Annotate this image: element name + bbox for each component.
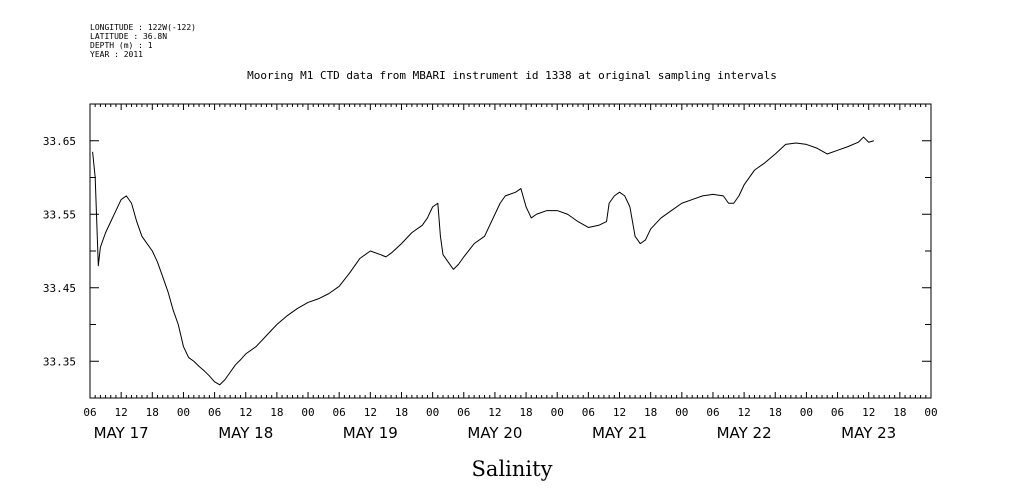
- x-tick-label: 18: [769, 406, 782, 419]
- meta-latitude: LATITUDE : 36.8N: [90, 32, 167, 41]
- x-tick-label: 00: [426, 406, 439, 419]
- x-tick-label: 12: [862, 406, 875, 419]
- x-tick-label: 06: [457, 406, 470, 419]
- x-tick-label: 18: [519, 406, 532, 419]
- x-tick-label: 12: [613, 406, 626, 419]
- x-tick-label: 18: [270, 406, 283, 419]
- x-tick-label: 12: [737, 406, 750, 419]
- x-tick-label: 18: [146, 406, 159, 419]
- day-label: MAY 17: [94, 424, 149, 442]
- x-tick-label: 18: [893, 406, 906, 419]
- day-label: MAY 22: [717, 424, 772, 442]
- axis-title: Salinity: [472, 457, 553, 481]
- y-tick-label: 33.65: [43, 135, 76, 148]
- y-tick-label: 33.45: [43, 282, 76, 295]
- x-tick-label: 00: [675, 406, 688, 419]
- x-tick-label: 00: [924, 406, 937, 419]
- x-tick-label: 00: [551, 406, 564, 419]
- x-axis-labels: 06 12 18 00 06 12 18 00 06 12 18 00 06 12 18 00 06 12 18 00…: [83, 406, 937, 419]
- salinity-series-line: [92, 136, 875, 386]
- meta-year: YEAR : 2011: [90, 50, 143, 59]
- x-tick-label: 06: [83, 406, 96, 419]
- x-tick-label: 06: [582, 406, 595, 419]
- x-tick-label: 06: [706, 406, 719, 419]
- chart-title: Mooring M1 CTD data from MBARI instrumen…: [247, 69, 777, 82]
- metadata-block: LONGITUDE : 122W(-122) LATITUDE : 36.8N …: [90, 23, 196, 59]
- day-label: MAY 20: [467, 424, 522, 442]
- y-tick-label: 33.55: [43, 208, 76, 221]
- plot-frame: [89, 103, 932, 399]
- axis-ticks: [89, 103, 932, 399]
- y-tick-label: 33.35: [43, 355, 76, 368]
- meta-depth: DEPTH (m) : 1: [90, 41, 153, 50]
- x-tick-label: 12: [488, 406, 501, 419]
- x-tick-label: 12: [364, 406, 377, 419]
- x-tick-label: 18: [395, 406, 408, 419]
- x-tick-label: 00: [301, 406, 314, 419]
- x-tick-label: 00: [800, 406, 813, 419]
- x-tick-label: 06: [333, 406, 346, 419]
- day-label: MAY 18: [218, 424, 273, 442]
- x-tick-label: 06: [208, 406, 221, 419]
- day-labels: MAY 17 MAY 18 MAY 19 MAY 20 MAY 21 MAY 22 MAY …: [94, 424, 897, 442]
- day-label: MAY 19: [343, 424, 398, 442]
- meta-longitude: LONGITUDE : 122W(-122): [90, 23, 196, 32]
- day-label: MAY 23: [841, 424, 896, 442]
- x-tick-label: 12: [115, 406, 128, 419]
- x-tick-label: 12: [239, 406, 252, 419]
- x-tick-label: 06: [831, 406, 844, 419]
- x-tick-label: 00: [177, 406, 190, 419]
- day-label: MAY 21: [592, 424, 647, 442]
- y-axis-labels: 33.35 33.45 33.55 33.65: [43, 135, 76, 369]
- x-tick-label: 18: [644, 406, 657, 419]
